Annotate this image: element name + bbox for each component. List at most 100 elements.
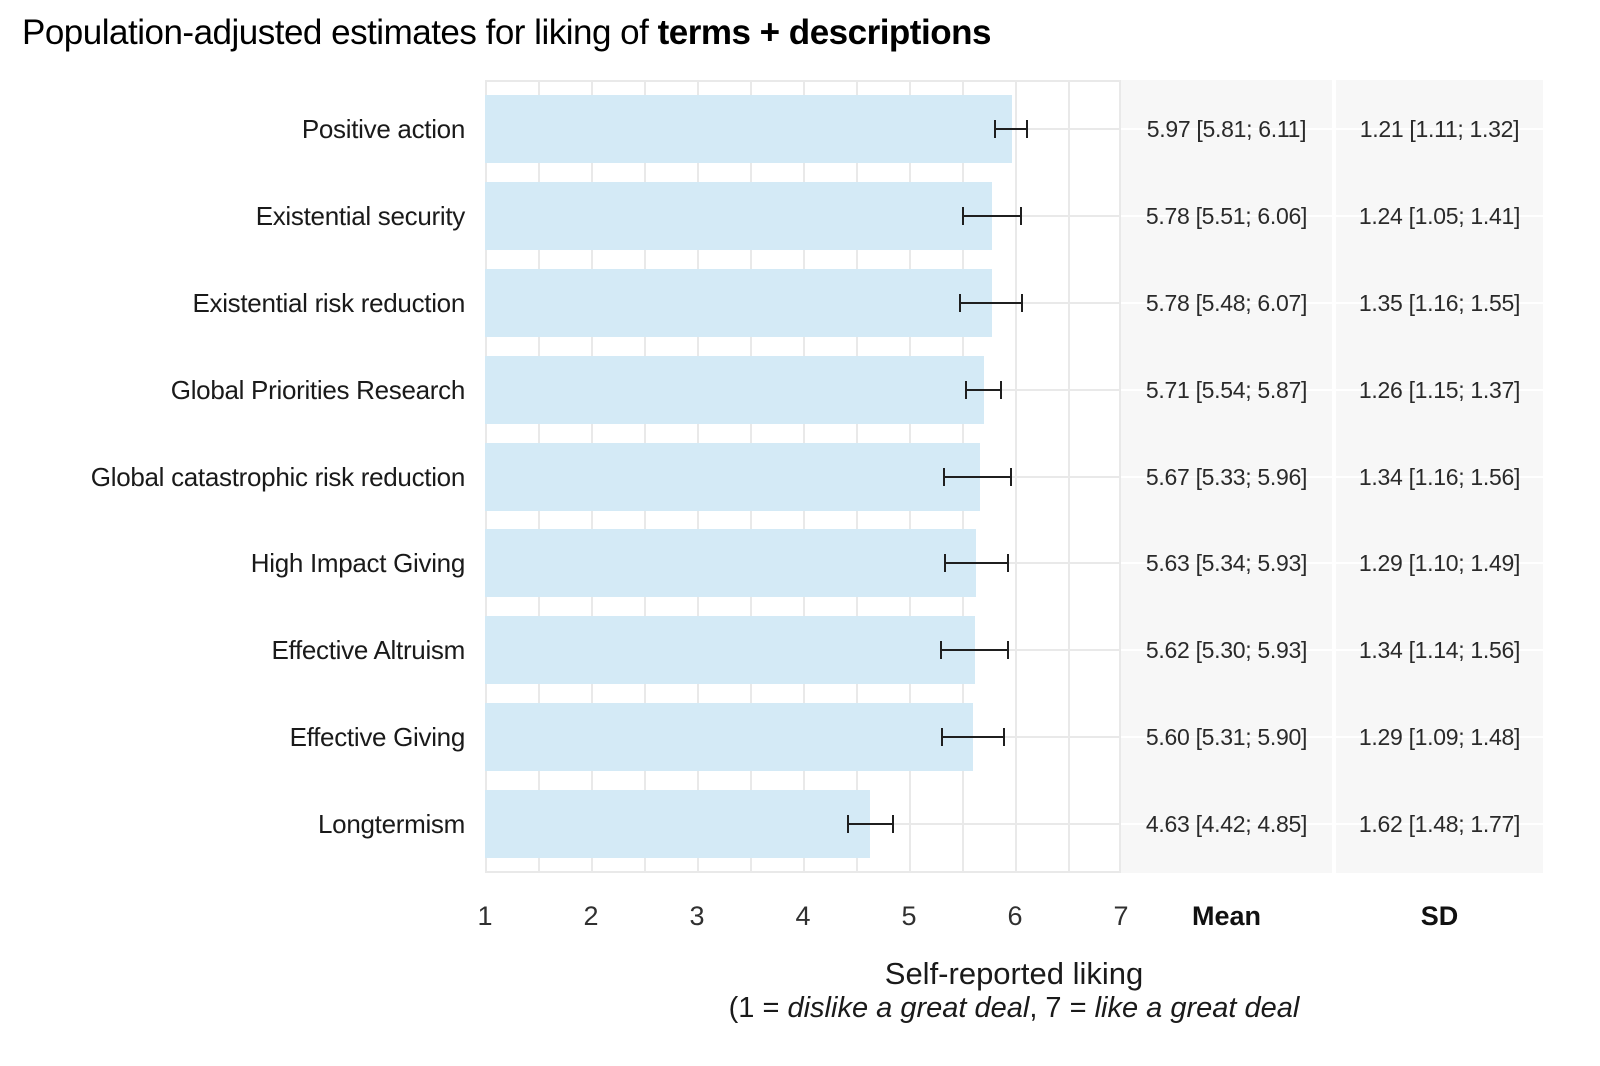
sd-value: 1.24 [1.05; 1.41] — [1358, 202, 1521, 229]
facet-gridline — [1336, 736, 1543, 739]
error-bar-cap-left — [944, 554, 947, 573]
error-bar-cap-right — [1020, 206, 1023, 225]
facet-gridline — [1336, 214, 1543, 217]
x-axis-subtitle: (1 = dislike a great deal, 7 = like a gr… — [414, 992, 1600, 1025]
error-bar — [963, 214, 1022, 217]
category-axis: Positive action Existential security Exist… — [0, 80, 466, 873]
error-bar-cap-left — [940, 728, 943, 747]
sd-value: 1.29 [1.09; 1.48] — [1358, 724, 1521, 751]
sd-value: 1.29 [1.10; 1.49] — [1358, 550, 1521, 577]
category-label: Effective Giving — [289, 722, 466, 753]
facet-gridline — [1336, 128, 1543, 130]
mean-value: 5.67 [5.33; 5.96] — [1145, 463, 1308, 490]
x-tick-label: 7 — [1113, 901, 1129, 931]
mean-column-header: Mean — [1191, 901, 1262, 931]
chart-title-bold: terms + descriptions — [657, 13, 992, 52]
category-label: Global Priorities Research — [170, 374, 466, 405]
error-bar-cap-right — [1003, 728, 1006, 747]
chart-title-regular: Population-adjusted estimates for liking… — [22, 13, 658, 52]
error-bar — [966, 388, 1002, 391]
facet-gridline — [1121, 388, 1332, 391]
facet-gridline — [1121, 214, 1332, 217]
error-bar — [940, 649, 1008, 652]
panel-bottom-edge — [485, 871, 1121, 873]
mean-value: 5.78 [5.48; 6.07] — [1145, 289, 1308, 316]
facet-gridline — [1121, 823, 1332, 825]
x-tick-label: 1 — [477, 901, 493, 931]
facet-gridline — [1121, 562, 1332, 565]
category-label: Longtermism — [318, 809, 465, 839]
error-bar — [994, 128, 1027, 130]
mean-value: 5.60 [5.31; 5.90] — [1145, 724, 1308, 751]
bar — [485, 790, 870, 858]
bar — [485, 616, 975, 685]
sd-value: 1.35 [1.16; 1.55] — [1358, 289, 1521, 316]
bar — [485, 442, 981, 511]
bar — [485, 355, 985, 424]
panel-top-edge — [485, 80, 1121, 82]
mean-column-panel: 5.97 [5.81; 6.11] 5.78 [5.51; 6.06] 5.78 [… — [1121, 80, 1332, 873]
facet-gridline — [1336, 475, 1543, 478]
x-tick-label: 2 — [583, 901, 599, 931]
facet-gridline — [1336, 823, 1543, 825]
x-axis: 1 2 3 4 5 6 7 — [477, 901, 1128, 933]
mean-value: 5.63 [5.34; 5.93] — [1145, 550, 1308, 577]
sd-value: 1.62 [1.48; 1.77] — [1358, 811, 1521, 837]
subtitle-part: (1 = — [728, 992, 788, 1024]
sd-column-panel: 1.21 [1.11; 1.32] 1.24 [1.05; 1.41] 1.35 [… — [1336, 80, 1543, 873]
sd-value: 1.34 [1.14; 1.56] — [1358, 637, 1521, 664]
x-tick-label: 3 — [689, 901, 705, 931]
facet-gridline — [1121, 128, 1332, 130]
bar — [485, 95, 1012, 163]
x-axis-title: Self-reported liking — [884, 956, 1144, 991]
error-bar-cap-left — [965, 380, 968, 399]
facet-gridline — [1336, 649, 1543, 652]
error-bar-cap-right — [892, 815, 895, 833]
error-bar-cap-right — [1021, 293, 1024, 312]
error-bar-cap-left — [942, 467, 945, 486]
subtitle-part: , 7 = — [1029, 992, 1095, 1024]
x-tick-label: 4 — [795, 901, 811, 931]
error-bar-cap-left — [993, 120, 996, 138]
category-label: Global catastrophic risk reduction — [90, 461, 466, 492]
category-label: Effective Altruism — [271, 635, 465, 666]
subtitle-part-italic: dislike a great deal — [787, 992, 1030, 1024]
mean-value: 5.97 [5.81; 6.11] — [1146, 116, 1307, 142]
sd-value: 1.26 [1.15; 1.37] — [1358, 376, 1521, 403]
error-bar — [959, 301, 1023, 304]
error-bar-cap-right — [1006, 554, 1009, 573]
bar — [485, 181, 992, 250]
error-bar — [945, 562, 1008, 565]
x-tick-label: 6 — [1007, 901, 1023, 931]
facet-gridline — [1336, 562, 1543, 565]
chart-title: Population-adjusted estimates for liking… — [22, 12, 991, 54]
bar-panel — [485, 80, 1121, 873]
subtitle-part-italic: like a great deal — [1094, 992, 1300, 1024]
error-bar-cap-left — [958, 293, 961, 312]
mean-value: 5.62 [5.30; 5.93] — [1145, 637, 1308, 664]
sd-column-header: SD — [1420, 901, 1459, 931]
error-bar-cap-right — [1006, 641, 1009, 660]
facet-gridline — [1336, 388, 1543, 391]
facet-gridline — [1121, 475, 1332, 478]
error-bar-cap-left — [962, 206, 965, 225]
error-bar-cap-right — [1000, 380, 1003, 399]
mean-value: 5.71 [5.54; 5.87] — [1145, 376, 1308, 403]
category-label: Existential risk reduction — [192, 287, 465, 318]
facet-gridline — [1121, 736, 1332, 739]
error-bar — [941, 736, 1005, 739]
error-bar — [943, 475, 1011, 478]
error-bar-cap-right — [1009, 467, 1012, 486]
mean-value: 5.78 [5.51; 6.06] — [1145, 202, 1308, 229]
x-tick-label: 5 — [901, 901, 917, 931]
category-label: Positive action — [301, 114, 465, 144]
category-label: High Impact Giving — [250, 548, 466, 579]
facet-gridline — [1336, 301, 1543, 304]
bar — [485, 703, 973, 772]
error-bar-cap-right — [1025, 120, 1028, 138]
error-bar-cap-left — [939, 641, 942, 660]
bar — [485, 268, 992, 337]
sd-value: 1.21 [1.11; 1.32] — [1359, 116, 1520, 142]
bar — [485, 529, 976, 598]
